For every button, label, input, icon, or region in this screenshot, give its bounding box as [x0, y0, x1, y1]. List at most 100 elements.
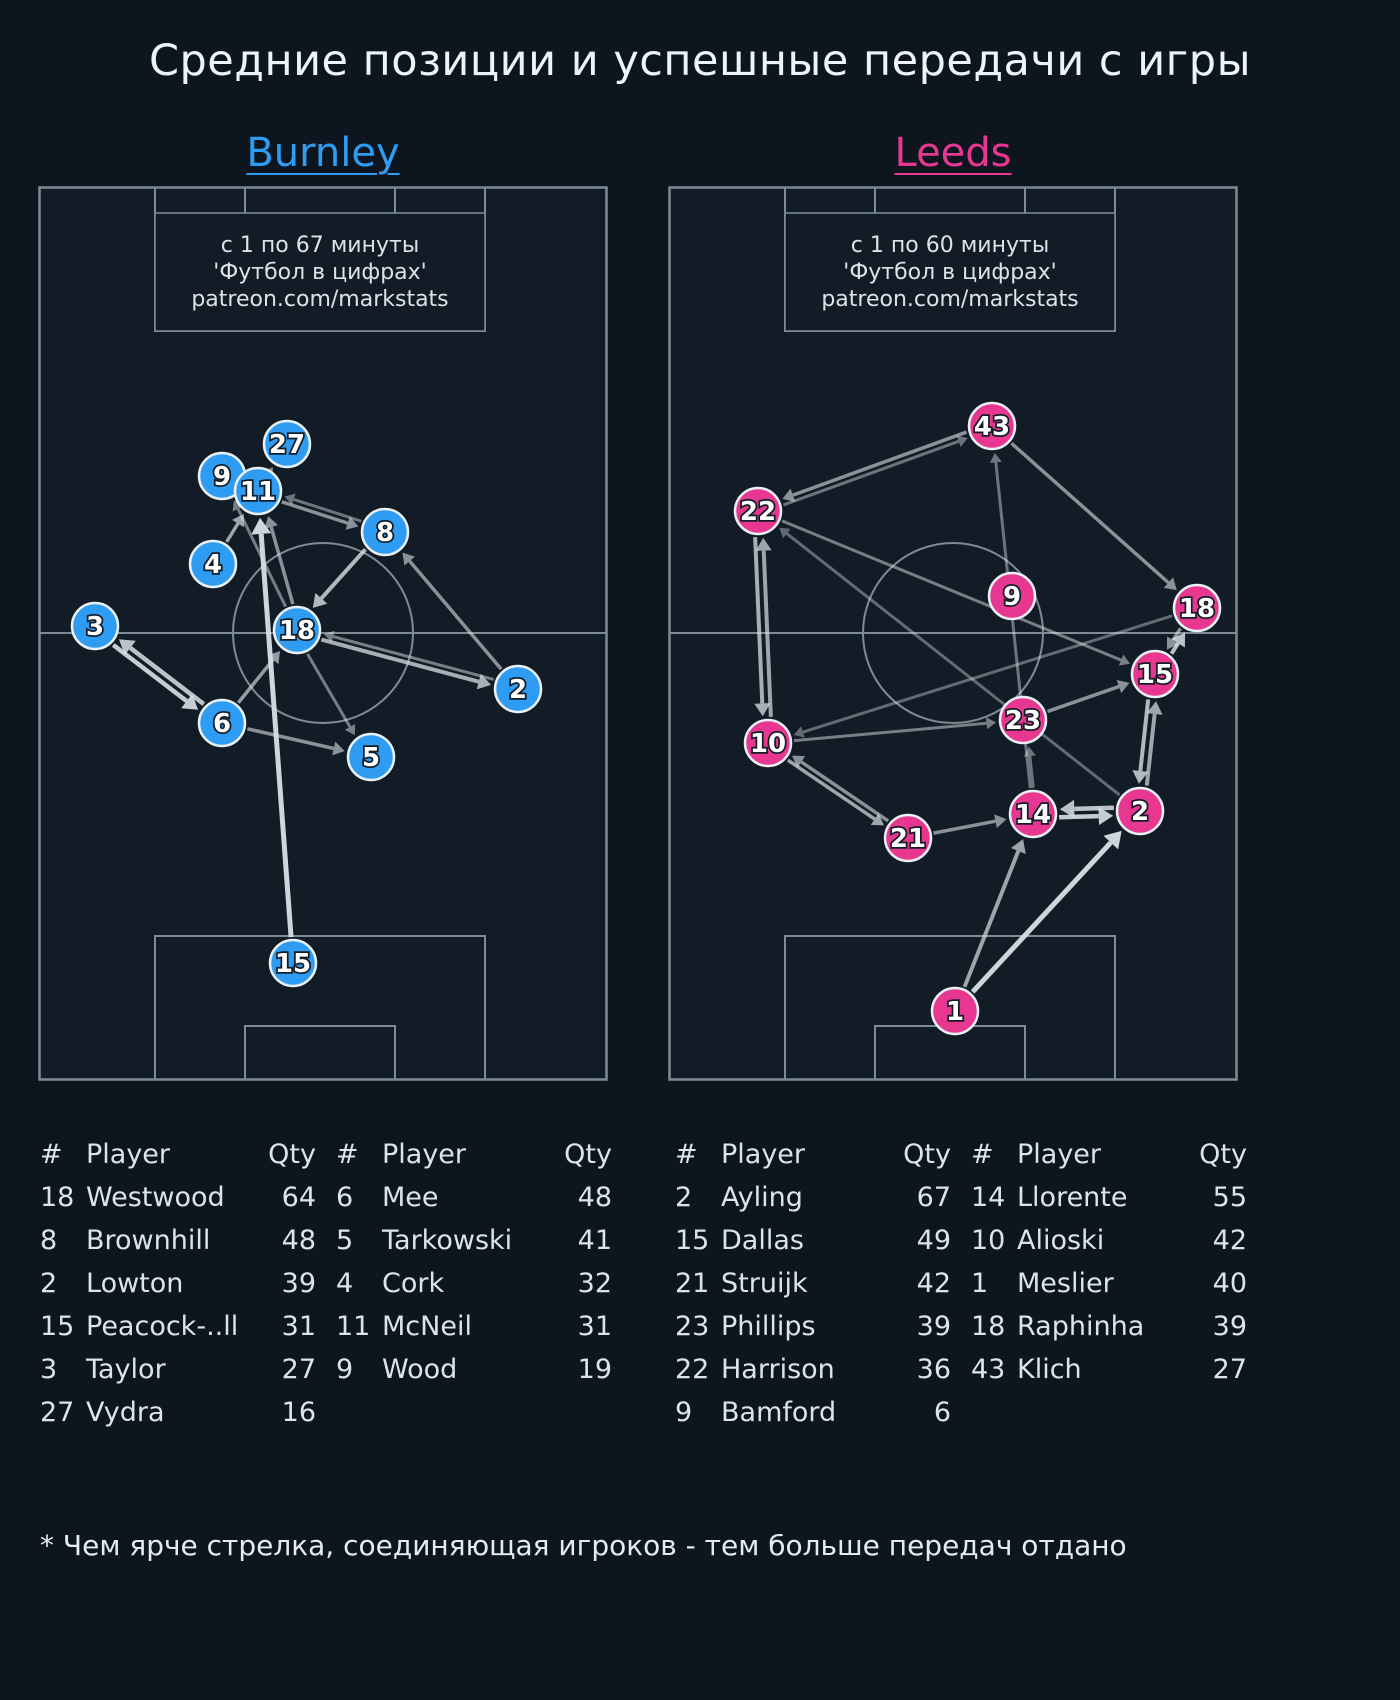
table-cell: 36: [916, 1354, 951, 1385]
pass-arrows: [753, 430, 1186, 994]
player-node-circle: [70, 601, 120, 651]
table-cell: 5: [336, 1225, 354, 1256]
pass-arrow: [753, 537, 771, 717]
table-cell: 40: [1212, 1268, 1247, 1299]
pass-arrow: [306, 653, 356, 736]
player-node: 18: [1172, 583, 1222, 633]
pass-qty-table: # Player Qty 6 Mee 48 5 Tarkowski 41 4 Cork 32 11 McN…: [336, 1133, 612, 1434]
table-cell: 48: [281, 1225, 316, 1256]
info-box: с 1 по 60 минуты 'Футбол в цифрах' patre…: [784, 212, 1116, 332]
player-node-circle: [930, 986, 980, 1036]
table-header-cell: Player: [721, 1139, 806, 1170]
table-cell: Bamford: [721, 1397, 837, 1428]
team-column-burnley: Burnley с 1 по 67 минуты 'Футбол в цифра…: [38, 130, 608, 1081]
player-node-number: 27: [269, 430, 305, 460]
table-header-cell: #: [336, 1139, 359, 1170]
pass-arrow: [320, 637, 492, 690]
table-header-cell: #: [971, 1139, 994, 1170]
table-cell: 42: [1212, 1225, 1247, 1256]
table-cell: Mee: [382, 1182, 439, 1213]
table-cell: 55: [1212, 1182, 1247, 1213]
table-cell: 4: [336, 1268, 354, 1299]
table-cell: 14: [971, 1182, 1006, 1213]
pass-arrow: [962, 839, 1026, 988]
info-box-frame: [784, 212, 1116, 332]
pass-qty-table: # Player Qty 2 Ayling 67 15 Dallas 49 21 Struijk 42…: [675, 1133, 951, 1434]
pass-arrow: [284, 493, 362, 523]
player-nodes: 43 22 9 18 15 23 10 14 2 21 1: [733, 401, 1222, 1036]
pass-arrow: [1059, 807, 1114, 826]
player-node: 4: [188, 539, 238, 589]
player-node-number: 8: [376, 518, 394, 548]
player-node-circle: [188, 539, 238, 589]
page-title: Средние позиции и успешные передачи с иг…: [148, 36, 1252, 86]
table-cell: 31: [577, 1311, 612, 1342]
table-cell: Wood: [382, 1354, 458, 1385]
player-node-circle: [743, 718, 793, 768]
player-node-circle: [1172, 583, 1222, 633]
pass-arrow: [779, 527, 1121, 797]
table-cell: Phillips: [721, 1311, 816, 1342]
pass-arrow: [246, 727, 345, 756]
table-cell: Vydra: [86, 1397, 165, 1428]
player-node-circle: [493, 664, 543, 714]
table-cell: 49: [916, 1225, 951, 1256]
player-node: 27: [262, 419, 312, 469]
pass-arrow: [1166, 627, 1182, 650]
table-cell: 41: [577, 1225, 612, 1256]
table-cell: 3: [40, 1354, 58, 1385]
player-node: 14: [1008, 789, 1058, 839]
table-cell: Klich: [1017, 1354, 1082, 1385]
player-node-number: 9: [1003, 582, 1021, 612]
player-node: 15: [1130, 649, 1180, 699]
pass-arrow: [782, 430, 968, 502]
player-node: 15: [268, 938, 318, 988]
pass-arrow: [402, 552, 503, 671]
table-cell: 9: [336, 1354, 354, 1385]
goal-area-bottom: [244, 1025, 396, 1081]
table-cell: 67: [916, 1182, 951, 1213]
player-node: 11: [233, 466, 283, 516]
table-cell: 8: [40, 1225, 58, 1256]
table-header-cell: Qty: [564, 1139, 612, 1170]
pitches-row: Burnley с 1 по 67 минуты 'Футбол в цифра…: [0, 130, 1400, 1081]
player-node-number: 18: [1179, 594, 1215, 624]
player-node-circle: [998, 695, 1048, 745]
player-nodes: 27 9 11 8 4 3 18 2 6 5 15: [70, 419, 543, 988]
player-node-circle: [987, 571, 1037, 621]
table-cell: Meslier: [1017, 1268, 1114, 1299]
pass-qty-table: # Player Qty 14 Llorente 55 10 Alioski 42 1 Meslie…: [971, 1133, 1247, 1434]
pass-arrow: [281, 500, 359, 530]
pitch-markings: [38, 186, 608, 1081]
player-node-circle: [346, 732, 396, 782]
table-cell: Taylor: [86, 1354, 166, 1385]
pass-arrow: [232, 500, 287, 608]
table-cell: 2: [40, 1268, 58, 1299]
pass-arrow: [782, 435, 968, 507]
info-line-patreon: patreon.com/markstats: [821, 287, 1078, 312]
info-line-brand: 'Футбол в цифрах': [843, 260, 1056, 285]
pass-arrow: [781, 519, 1131, 666]
pass-arrow: [1132, 699, 1151, 784]
pass-arrow: [111, 643, 199, 710]
player-node-number: 18: [279, 616, 315, 646]
player-node-number: 14: [1015, 800, 1051, 830]
player-node: 21: [883, 813, 933, 863]
table-cell: 19: [577, 1354, 612, 1385]
player-node-number: 9: [213, 462, 231, 492]
pass-arrow: [236, 651, 281, 704]
pass-arrow: [264, 516, 295, 605]
player-node: 6: [197, 698, 247, 748]
player-node: 9: [987, 571, 1037, 621]
pitch-burnley: с 1 по 67 минуты 'Футбол в цифрах' patre…: [38, 186, 608, 1081]
player-node: 43: [967, 401, 1017, 451]
table-cell: 21: [675, 1268, 710, 1299]
table-cell: Lowton: [86, 1268, 184, 1299]
table-cell: 39: [1212, 1311, 1247, 1342]
pass-qty-table: # Player Qty 18 Westwood 64 8 Brownhill 48 2 Lowto…: [40, 1133, 316, 1434]
player-node-number: 1: [946, 997, 964, 1027]
table-cell: Struijk: [721, 1268, 808, 1299]
player-node: 22: [733, 486, 783, 536]
pass-arrow: [793, 717, 997, 743]
info-box-frame: [154, 212, 486, 332]
